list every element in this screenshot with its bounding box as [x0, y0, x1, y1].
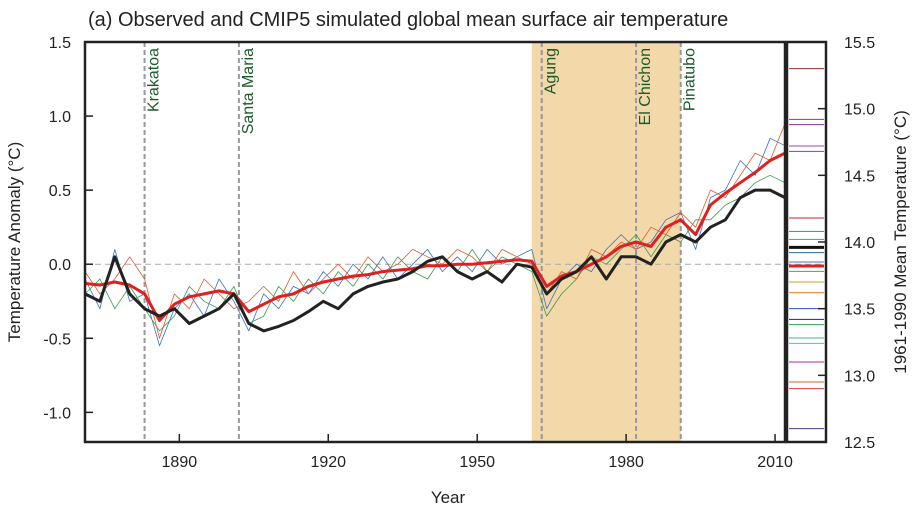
volcano-label: El Chichon	[637, 48, 654, 125]
x-tick-label: 2010	[757, 454, 793, 471]
series-line	[85, 188, 785, 333]
volcano-label: Pinatubo	[682, 48, 699, 111]
y2-tick-label: 15.5	[844, 35, 875, 52]
y-tick-label: 0.0	[49, 257, 71, 274]
chart-title: (a) Observed and CMIP5 simulated global …	[88, 9, 728, 31]
y-tick-label: -0.5	[43, 331, 71, 348]
y-tick-label: 1.0	[49, 109, 71, 126]
x-tick-label: 1950	[459, 454, 495, 471]
shaded-span	[531, 42, 681, 442]
y-tick-label: 1.5	[49, 35, 71, 52]
x-axis-label: Year	[431, 488, 466, 507]
x-tick-label: 1920	[310, 454, 346, 471]
y2-tick-label: 14.0	[844, 235, 875, 252]
volcano-label: Santa Maria	[240, 48, 257, 134]
y2-tick-label: 13.5	[844, 302, 875, 319]
series-line	[85, 174, 785, 332]
x-tick-label: 1980	[608, 454, 644, 471]
y2-tick-label: 15.0	[844, 102, 875, 119]
y2-tick-label: 13.0	[844, 368, 875, 385]
y-tick-label: -1.0	[43, 405, 71, 422]
y2-tick-label: 12.5	[844, 435, 875, 452]
volcano-label: Agung	[543, 48, 560, 94]
y-axis-label: Temperature Anomaly (°C)	[5, 142, 24, 342]
y2-axis-label: 1961-1990 Mean Temperature (°C)	[891, 110, 910, 374]
series-line	[85, 151, 785, 322]
y2-tick-label: 14.5	[844, 168, 875, 185]
x-tick-label: 1890	[162, 454, 198, 471]
volcano-label: Krakatoa	[146, 48, 163, 112]
y-tick-label: 0.5	[49, 183, 71, 200]
plot-frame	[83, 40, 787, 444]
